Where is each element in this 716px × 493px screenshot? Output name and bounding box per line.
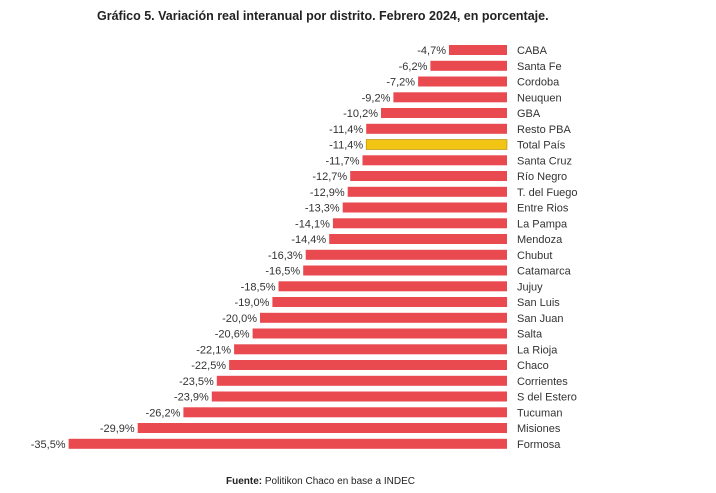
bar-s-del-estero xyxy=(211,391,508,402)
value-label: -13,3% xyxy=(305,203,340,215)
bar-formosa xyxy=(68,438,507,449)
bar-t-del-fuego xyxy=(347,186,507,197)
category-label: S del Estero xyxy=(517,392,577,404)
value-label: -11,4% xyxy=(329,140,363,152)
category-label: Salta xyxy=(517,329,543,341)
bar-total-país xyxy=(365,139,508,150)
bar-caba xyxy=(449,45,507,55)
category-label: T. del Fuego xyxy=(517,187,578,199)
category-label: CABA xyxy=(517,45,548,57)
bar-san-luis xyxy=(272,297,508,307)
value-label: -22,1% xyxy=(196,344,231,356)
bar-jujuy xyxy=(278,281,507,292)
value-label: -23,9% xyxy=(174,392,209,404)
value-label: -14,1% xyxy=(295,218,330,230)
bar-neuquen xyxy=(393,92,507,103)
value-label: -18,5% xyxy=(241,281,276,293)
bar-gba xyxy=(381,108,507,118)
category-label: Neuquen xyxy=(517,92,562,104)
value-label: -23,5% xyxy=(179,376,214,388)
bar-chubut xyxy=(305,249,507,260)
category-label: San Juan xyxy=(517,313,563,325)
value-label: -12,9% xyxy=(310,187,345,199)
bar-catamarca xyxy=(303,265,507,276)
value-label: -11,4% xyxy=(329,124,363,136)
category-label: Chaco xyxy=(517,360,549,372)
category-label: Santa Fe xyxy=(517,61,562,73)
bar-misiones xyxy=(137,423,507,433)
category-label: Chubut xyxy=(517,250,552,262)
category-label: Santa Cruz xyxy=(517,155,572,167)
category-label: Entre Rios xyxy=(517,203,569,215)
value-label: -12,7% xyxy=(312,171,347,183)
value-label: -19,0% xyxy=(235,297,270,309)
chart-source: Fuente: Politikon Chaco en base a INDEC xyxy=(226,476,415,487)
value-label: -4,7% xyxy=(417,45,446,57)
value-label: -7,2% xyxy=(386,77,415,89)
value-label: -20,0% xyxy=(222,313,257,325)
value-label: -9,2% xyxy=(362,92,391,104)
bar-resto-pba xyxy=(366,123,507,134)
bar-chaco xyxy=(229,360,507,370)
category-label: Formosa xyxy=(517,439,561,451)
value-label: -20,6% xyxy=(215,329,250,341)
value-label: -29,9% xyxy=(100,423,135,435)
category-label: Mendoza xyxy=(517,234,563,246)
category-label: La Pampa xyxy=(517,218,568,230)
source-text: Politikon Chaco en base a INDEC xyxy=(264,476,415,487)
value-label: -16,3% xyxy=(268,250,303,262)
category-label: Resto PBA xyxy=(517,124,571,136)
category-label: Cordoba xyxy=(517,77,560,89)
chart-title: Gráfico 5. Variación real interanual por… xyxy=(97,9,549,23)
bar-la-rioja xyxy=(234,344,507,355)
value-label: -26,2% xyxy=(146,407,181,419)
category-label: San Luis xyxy=(517,297,560,309)
bar-cordoba xyxy=(418,76,507,87)
value-label: -10,2% xyxy=(343,108,378,120)
category-label: Tucuman xyxy=(517,407,562,419)
bar-río-negro xyxy=(350,171,507,181)
value-label: -35,5% xyxy=(31,439,66,451)
bar-santa-cruz xyxy=(362,155,507,166)
category-label: Jujuy xyxy=(517,281,543,293)
bar-tucuman xyxy=(183,407,507,418)
category-label: Misiones xyxy=(517,423,561,435)
category-label: GBA xyxy=(517,108,541,120)
category-label: Río Negro xyxy=(517,171,567,183)
bar-san-juan xyxy=(260,312,507,323)
category-label: Catamarca xyxy=(517,266,572,278)
bar-santa-fe xyxy=(430,60,507,71)
value-label: -11,7% xyxy=(325,155,359,167)
bar-mendoza xyxy=(329,234,507,244)
category-label: La Rioja xyxy=(517,344,558,356)
bar-corrientes xyxy=(216,375,508,386)
bar-la-pampa xyxy=(332,218,507,229)
value-label: -6,2% xyxy=(399,61,428,73)
source-prefix: Fuente: xyxy=(226,476,263,487)
value-label: -16,5% xyxy=(265,266,300,278)
bar-entre-rios xyxy=(342,202,507,213)
value-label: -22,5% xyxy=(191,360,226,372)
category-label: Total País xyxy=(517,140,566,152)
bar-salta xyxy=(252,328,507,339)
category-label: Corrientes xyxy=(517,376,568,388)
value-label: -14,4% xyxy=(291,234,326,246)
